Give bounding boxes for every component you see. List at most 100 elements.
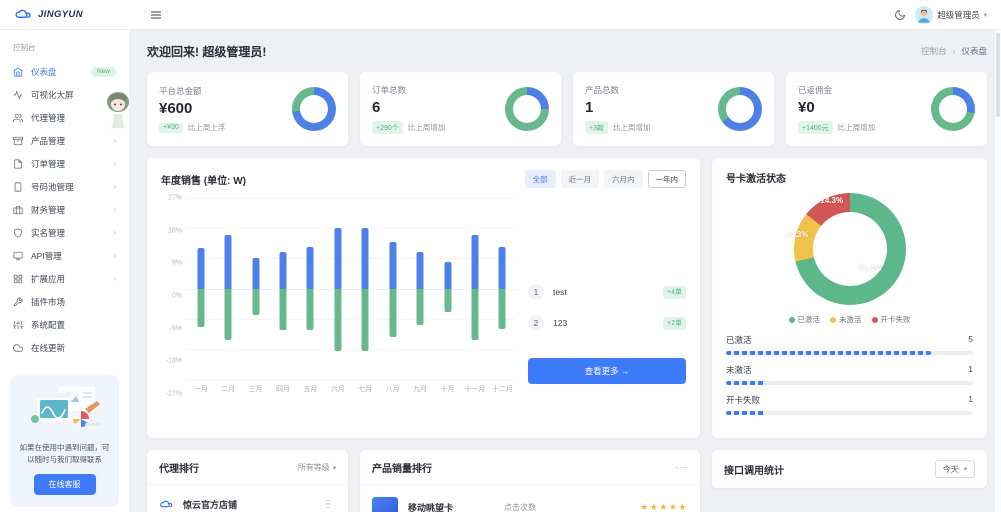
home-icon [13, 66, 23, 77]
sales-filter-全部[interactable]: 全部 [524, 170, 556, 188]
agent-level-filter-label: 所有等级 [297, 463, 330, 472]
legend-dot-icon [830, 316, 836, 323]
online-support-button[interactable]: 在线客服 [33, 474, 96, 496]
sidebar-menu: 仪表盘 New 可视化大屏 代理管理 › 产品管理 › 订单管理 › 号码池管理 › 财务管理 › 实名管… [0, 60, 129, 359]
divider [360, 484, 700, 485]
x-tick-label: 十一月 [464, 386, 486, 393]
product-thumbnail [372, 497, 398, 512]
bar-negative [498, 288, 506, 329]
x-tick-label: 三月 [248, 386, 263, 393]
product-name: 移动眺望卡 [408, 502, 454, 512]
x-tick-label: 八月 [385, 386, 400, 393]
gridline [187, 348, 516, 350]
chevron-right-icon: › [113, 136, 116, 145]
sidebar-item-extensions[interactable]: 扩展应用 › [0, 267, 129, 290]
bar-chart: 27% 18% 9% 0% -9% -18% -27% 一月 二月 三月 四月 五月 六月 七月 八月 九月… [161, 195, 516, 398]
ranking-row[interactable]: 2 123 +2单 [528, 315, 686, 331]
view-more-button[interactable]: 查看更多 → [528, 358, 686, 384]
chevron-down-icon: ▾ [983, 11, 987, 19]
progress-fill [726, 351, 931, 355]
progress-head: 未激活 1 [726, 364, 973, 376]
breadcrumb-root[interactable]: 控制台 [921, 46, 947, 56]
bar-column [379, 198, 406, 379]
activity-icon [13, 90, 23, 100]
bar-column [324, 198, 351, 379]
annual-sales-card: 年度销售 (单位: W) 全部 近一月 六月内 一年内 27% 18% 9% 0% -9% -1… [147, 158, 700, 438]
bar-positive [334, 228, 342, 289]
card-product-ranking: 产品销量排行 ··· 移动眺望卡 点击次数 ★★★★★ [360, 450, 700, 512]
sidebar-item-system-config[interactable]: 系统配置 [0, 313, 129, 336]
bar-negative [416, 288, 424, 326]
stat-card-info: 订单总数 6 +290个 比上周增加 [372, 84, 445, 134]
product-row[interactable]: 移动眺望卡 点击次数 ★★★★★ [372, 497, 688, 512]
sidebar-item-products[interactable]: 产品管理 › [0, 129, 129, 152]
x-tick-label: 六月 [330, 386, 345, 393]
sidebar-item-visual-screen[interactable]: 可视化大屏 [0, 83, 129, 106]
bar-column [269, 198, 296, 379]
sidebar-item-api[interactable]: API管理 › [0, 244, 129, 267]
x-tick-label: 七月 [358, 386, 373, 393]
ranking-row[interactable]: 1 test +4单 [528, 284, 686, 300]
sales-filter-一年内[interactable]: 一年内 [647, 170, 686, 188]
help-card: 如果在使用中遇到问题，可以随时与我们取得联系 在线客服 [10, 375, 119, 508]
user-menu[interactable]: 超级管理员 ▾ [915, 5, 987, 24]
stat-change-badge: +290个 [372, 121, 403, 134]
sidebar-item-plugin-market[interactable]: 插件市场 [0, 290, 129, 313]
bar-chart-columns [187, 198, 516, 379]
dark-mode-moon-icon[interactable] [894, 9, 906, 21]
sidebar-item-label: 代理管理 [31, 112, 66, 123]
menu-toggle-icon[interactable] [150, 9, 162, 21]
progress-track [726, 411, 973, 415]
sales-ranking-panel: 1 test +4单 2 123 +2单 查看更多 → [528, 198, 686, 394]
agent-row[interactable]: 惊云官方店铺 ⋮ [159, 498, 336, 511]
sidebar-item-orders[interactable]: 订单管理 › [0, 152, 129, 175]
bar-chart-y-axis: 27% 18% 9% 0% -9% -18% -27% [161, 195, 187, 398]
stat-note: 比上周增加 [407, 123, 446, 132]
sidebar-item-realname[interactable]: 实名管理 › [0, 221, 129, 244]
stat-card: 订单总数 6 +290个 比上周增加 [360, 72, 561, 146]
stats-row: 平台总金额 ¥600 +¥30 比上周上浮 订单总数 6 +290个 比上周增加 产品总数 1 +3… [147, 72, 987, 146]
sidebar: 控制台 仪表盘 New 可视化大屏 代理管理 › 产品管理 › 订单管理 › 号码池管理 › 财务管理… [0, 30, 130, 512]
stat-value: 1 [585, 99, 594, 116]
progress-label: 未激活 [726, 365, 752, 375]
x-tick-label: 十月 [440, 386, 455, 393]
legend-label: 开卡失败 [880, 315, 911, 324]
box-icon [13, 136, 23, 146]
legend-label: 未激活 [839, 315, 862, 324]
sales-filter-近一月[interactable]: 近一月 [560, 170, 599, 188]
scrollbar[interactable] [995, 30, 1001, 512]
agent-level-filter[interactable]: 所有等级 ▾ [298, 462, 336, 473]
bar-negative [471, 288, 479, 341]
sidebar-section-label: 控制台 [13, 43, 36, 52]
page-title: 欢迎回来! 超级管理员! [147, 44, 267, 59]
more-vertical-icon[interactable]: ⋮ [323, 499, 333, 510]
stat-value: ¥0 [798, 99, 815, 116]
sales-filter-六月内[interactable]: 六月内 [604, 170, 643, 188]
sidebar-item-agents[interactable]: 代理管理 › [0, 106, 129, 129]
api-period-select[interactable]: 今天 ▾ [934, 460, 975, 478]
sidebar-item-number-pool[interactable]: 号码池管理 › [0, 175, 129, 198]
x-tick-label: 四月 [275, 386, 290, 393]
sidebar-item-online-update[interactable]: 在线更新 [0, 336, 129, 359]
file-text-icon [13, 158, 23, 169]
progress-track [726, 381, 973, 385]
scrollbar-thumb[interactable] [996, 33, 1000, 117]
rank-number: 1 [528, 284, 544, 300]
rank-name: 123 [553, 318, 568, 328]
progress-track [726, 351, 973, 355]
bar-column [352, 198, 379, 379]
x-tick-label: 五月 [303, 386, 318, 393]
breadcrumb-current: 仪表盘 [961, 46, 987, 56]
stat-meta: +3款 比上周增加 [585, 121, 650, 134]
more-horizontal-icon[interactable]: ··· [675, 462, 688, 473]
sidebar-item-finance[interactable]: 财务管理 › [0, 198, 129, 221]
sidebar-item-dashboard[interactable]: 仪表盘 New [0, 60, 129, 83]
brand-logo[interactable]: JINGYUN [14, 8, 83, 21]
sidebar-item-label: 实名管理 [31, 227, 66, 238]
progress-value: 1 [968, 364, 973, 374]
help-illustration [30, 387, 101, 428]
gridline [187, 228, 516, 230]
card-api-stats: 接口调用统计 今天 ▾ [712, 450, 987, 488]
bar-chart-x-axis: 一月 二月 三月 四月 五月 六月 七月 八月 九月 十月 十一月 十二月 [187, 384, 516, 394]
activation-title: 号卡激活状态 [726, 174, 786, 185]
